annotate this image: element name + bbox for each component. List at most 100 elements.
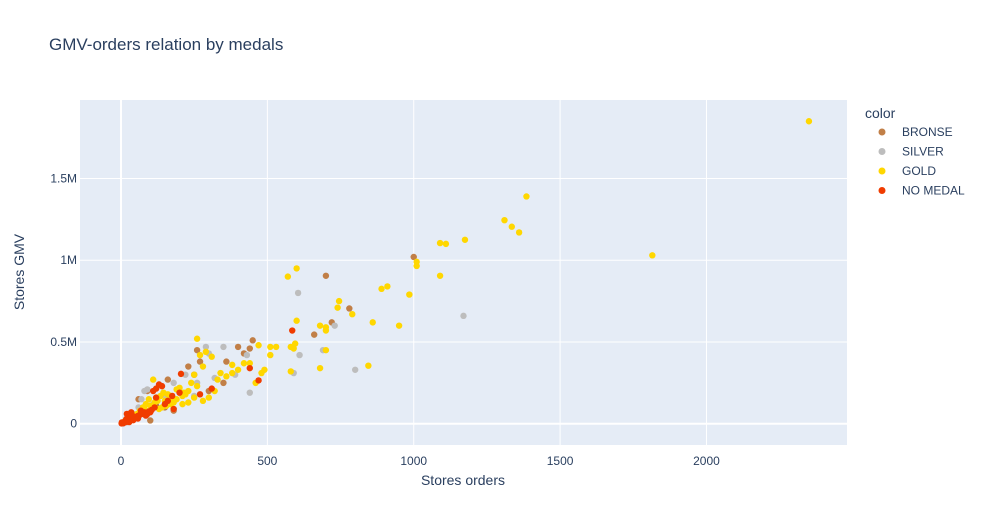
data-point xyxy=(151,404,158,411)
data-point xyxy=(223,358,230,365)
data-point xyxy=(267,351,274,359)
data-point xyxy=(164,397,172,405)
data-point xyxy=(147,417,154,424)
data-point xyxy=(272,343,280,351)
data-point xyxy=(196,391,204,398)
legend-marker xyxy=(878,187,886,194)
data-point xyxy=(193,335,201,342)
legend: color BRONSE SILVER GOLD NO MEDAL xyxy=(865,105,965,198)
data-point xyxy=(202,343,210,351)
data-point xyxy=(413,258,420,266)
data-point xyxy=(246,360,253,367)
data-point xyxy=(460,312,467,320)
data-point xyxy=(805,118,813,125)
y-tick-label: 1M xyxy=(60,253,77,267)
data-point xyxy=(508,223,516,230)
legend-label: NO MEDAL xyxy=(902,184,965,198)
legend-marker xyxy=(878,167,886,175)
data-point xyxy=(294,289,302,297)
data-point xyxy=(501,216,508,224)
data-point xyxy=(220,343,227,351)
data-point xyxy=(291,340,299,347)
data-point xyxy=(290,345,297,352)
data-point xyxy=(217,369,224,377)
data-point xyxy=(351,366,359,373)
data-point xyxy=(240,360,248,367)
legend-marker xyxy=(878,148,886,155)
data-point xyxy=(229,361,236,369)
data-point xyxy=(246,389,253,396)
data-point xyxy=(180,389,188,396)
data-point xyxy=(177,370,185,378)
y-tick-label: 0.5M xyxy=(50,335,77,349)
data-point xyxy=(141,387,148,395)
data-point xyxy=(349,310,356,318)
data-point xyxy=(289,327,296,334)
data-point xyxy=(185,363,192,370)
data-point xyxy=(335,297,343,305)
data-point xyxy=(208,385,215,392)
data-point xyxy=(331,322,338,329)
data-point xyxy=(193,346,201,354)
data-point xyxy=(246,345,253,352)
data-point xyxy=(164,376,172,383)
data-point xyxy=(378,285,385,293)
y-axis-ticks: 0 0.5M 1M 1.5M xyxy=(50,171,77,430)
data-point xyxy=(193,382,201,390)
data-point xyxy=(316,364,324,372)
data-point xyxy=(346,305,353,312)
data-point xyxy=(395,322,403,329)
data-point xyxy=(322,327,330,334)
data-point xyxy=(255,342,262,349)
data-point xyxy=(170,405,177,413)
series-no-medal xyxy=(118,327,296,427)
data-point xyxy=(287,368,294,375)
data-point xyxy=(322,272,330,279)
x-tick-label: 500 xyxy=(257,454,277,468)
data-point xyxy=(255,377,262,384)
x-tick-label: 2000 xyxy=(693,454,720,468)
data-point xyxy=(169,397,176,405)
x-tick-label: 1000 xyxy=(400,454,427,468)
data-point xyxy=(410,253,417,261)
x-tick-label: 0 xyxy=(118,454,125,468)
y-tick-label: 0 xyxy=(70,417,77,431)
data-point xyxy=(214,376,221,383)
data-point xyxy=(316,322,324,329)
data-point xyxy=(134,415,142,422)
data-point xyxy=(258,369,265,377)
data-point xyxy=(384,283,391,290)
legend-title: color xyxy=(865,105,896,121)
data-point xyxy=(149,387,157,395)
data-point xyxy=(138,396,145,403)
data-point xyxy=(185,399,192,406)
data-point xyxy=(176,389,183,396)
data-point xyxy=(249,337,256,344)
data-point xyxy=(190,394,198,401)
data-point xyxy=(170,379,177,387)
data-point xyxy=(365,362,372,369)
data-point xyxy=(406,291,413,298)
data-point xyxy=(461,236,469,243)
data-point xyxy=(205,394,213,401)
data-point xyxy=(152,394,160,401)
data-point xyxy=(284,273,292,280)
data-point xyxy=(118,419,126,426)
data-point xyxy=(436,239,444,247)
data-point xyxy=(145,396,152,403)
data-point xyxy=(296,351,303,359)
data-point xyxy=(322,346,330,354)
data-point xyxy=(649,252,656,259)
data-point xyxy=(243,351,251,359)
data-point xyxy=(199,397,207,405)
data-point xyxy=(188,379,195,387)
data-point xyxy=(267,343,274,351)
data-point xyxy=(293,265,300,272)
x-tick-label: 1500 xyxy=(547,454,574,468)
data-point xyxy=(234,343,242,351)
legend-marker xyxy=(878,128,886,136)
data-point xyxy=(202,348,210,356)
y-tick-label: 1.5M xyxy=(50,171,77,185)
data-point xyxy=(234,366,242,373)
